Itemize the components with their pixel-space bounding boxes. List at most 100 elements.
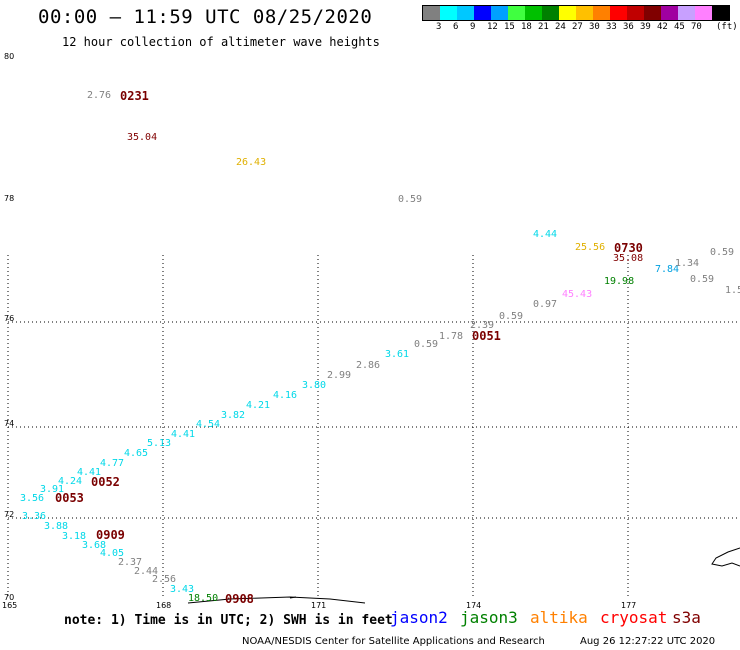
colorbar-label: 42: [657, 22, 668, 32]
pass-time-label: 0730: [614, 241, 643, 255]
colorbar-label: 3: [436, 22, 442, 32]
legend-satellite: cryosat: [600, 608, 668, 627]
wave-height-obs: 0.97: [533, 299, 558, 310]
colorbar-label: 12: [487, 22, 498, 32]
lon-label-165: 165: [2, 601, 18, 610]
map-subtitle: 12 hour collection of altimeter wave hei…: [62, 35, 380, 49]
colorbar-swatch: [457, 6, 474, 20]
colorbar-swatch: [491, 6, 508, 20]
legend-satellite: altika: [530, 608, 588, 627]
wave-height-obs: 3.88: [44, 521, 69, 532]
pass-time-label: 0052: [91, 475, 120, 489]
wave-height-obs: 2.86: [356, 360, 381, 371]
colorbar-swatch: [440, 6, 457, 20]
wave-height-obs: 25.56: [575, 242, 606, 253]
coastline-right: [711, 547, 740, 567]
wave-height-obs: 35.08: [613, 253, 644, 264]
lat-label-74: 74: [4, 419, 15, 428]
colorbar-swatch: [423, 6, 440, 20]
colorbar-label: 15: [504, 22, 515, 32]
wave-height-obs: 2.76: [87, 90, 112, 101]
colorbar-swatch: [525, 6, 542, 20]
colorbar-label: 27: [572, 22, 583, 32]
wave-height-obs: 4.24: [58, 476, 83, 487]
wave-height-obs: 2.37: [118, 557, 143, 568]
wave-height-obs: 0.59: [398, 194, 423, 205]
wave-height-obs: 0.59: [690, 274, 715, 285]
lon-label-171: 171: [311, 601, 327, 610]
colorbar-label: 33: [606, 22, 617, 32]
colorbar-swatch: [695, 6, 712, 20]
wave-height-obs: 3.56: [20, 493, 45, 504]
wave-height-obs: 35.04: [127, 132, 158, 143]
lat-label-78: 78: [4, 194, 15, 203]
colorbar-unit: (ft): [716, 22, 738, 32]
colorbar-label: 70: [691, 22, 702, 32]
coastline-islet: [289, 596, 297, 599]
pass-time-label: 0909: [96, 528, 125, 542]
wave-height-obs: 1.34: [675, 258, 700, 269]
wave-height-obs: 2.44: [134, 566, 159, 577]
legend-satellite: jason3: [460, 608, 518, 627]
wave-height-obs: 18.50: [188, 593, 219, 604]
colorbar-swatch: [627, 6, 644, 20]
colorbar-swatch: [610, 6, 627, 20]
pass-time-label: 0908: [225, 592, 254, 606]
colorbar-swatch: [678, 6, 695, 20]
wave-height-obs: 1.78: [439, 331, 464, 342]
wave-height-obs: 3.68: [82, 540, 107, 551]
wave-height-obs: 5.13: [147, 438, 172, 449]
colorbar-swatch: [661, 6, 678, 20]
wave-height-colorbar: [422, 5, 730, 21]
map-title: 00:00 — 11:59 UTC 08/25/2020: [38, 6, 373, 28]
wave-height-obs: 3.43: [170, 584, 195, 595]
lon-label-168: 168: [156, 601, 172, 610]
wave-height-obs: 4.41: [171, 429, 196, 440]
wave-height-obs: 4.21: [246, 400, 271, 411]
lon-label-177: 177: [621, 601, 637, 610]
legend-satellite: jason2: [390, 608, 448, 627]
wave-height-obs: 45.43: [562, 289, 593, 300]
lat-label-70: 70: [4, 593, 15, 602]
lon-label-174: 174: [466, 601, 482, 610]
wave-height-obs: 1.5: [725, 285, 740, 296]
colorbar-swatch: [559, 6, 576, 20]
units-note: note: 1) Time is in UTC; 2) SWH is in fe…: [64, 613, 393, 628]
graticule: [7, 255, 740, 598]
legend-satellite: s3a: [672, 608, 701, 627]
wave-height-obs: 2.99: [327, 370, 352, 381]
lat-label-80: 80: [4, 52, 15, 61]
wave-height-obs: 19.98: [604, 276, 635, 287]
pass-time-label: 0231: [120, 89, 149, 103]
colorbar-label: 39: [640, 22, 651, 32]
wave-height-obs: 3.91: [40, 484, 65, 495]
wave-height-obs: 3.82: [221, 410, 246, 421]
wave-height-obs: 4.77: [100, 458, 125, 469]
coastline-bottom: [187, 596, 366, 604]
colorbar-label: 30: [589, 22, 600, 32]
wave-height-obs: 4.44: [533, 229, 558, 240]
wave-height-obs: 4.54: [196, 419, 221, 430]
wave-height-obs: 4.41: [77, 467, 102, 478]
lat-label-76: 76: [4, 314, 15, 323]
colorbar-swatch: [474, 6, 491, 20]
wave-height-obs: 0.59: [414, 339, 439, 350]
pass-time-label: 0051: [472, 329, 501, 343]
footer-timestamp: Aug 26 12:27:22 UTC 2020: [580, 636, 716, 647]
wave-height-obs: 2.39: [470, 320, 495, 331]
colorbar-swatch: [644, 6, 661, 20]
wave-height-obs: 4.16: [273, 390, 298, 401]
colorbar-label: 18: [521, 22, 532, 32]
wave-height-obs: 3.80: [302, 380, 327, 391]
pass-time-label: 0053: [55, 491, 84, 505]
colorbar-swatch: [508, 6, 525, 20]
colorbar-label: 6: [453, 22, 459, 32]
wave-height-obs: 3.18: [62, 531, 87, 542]
colorbar-label: 24: [555, 22, 566, 32]
wave-height-obs: 7.84: [655, 264, 680, 275]
wave-height-obs: 3.36: [22, 511, 47, 522]
wave-height-obs: 0.59: [710, 247, 735, 258]
lat-label-72: 72: [4, 510, 15, 519]
colorbar-swatch: [542, 6, 559, 20]
